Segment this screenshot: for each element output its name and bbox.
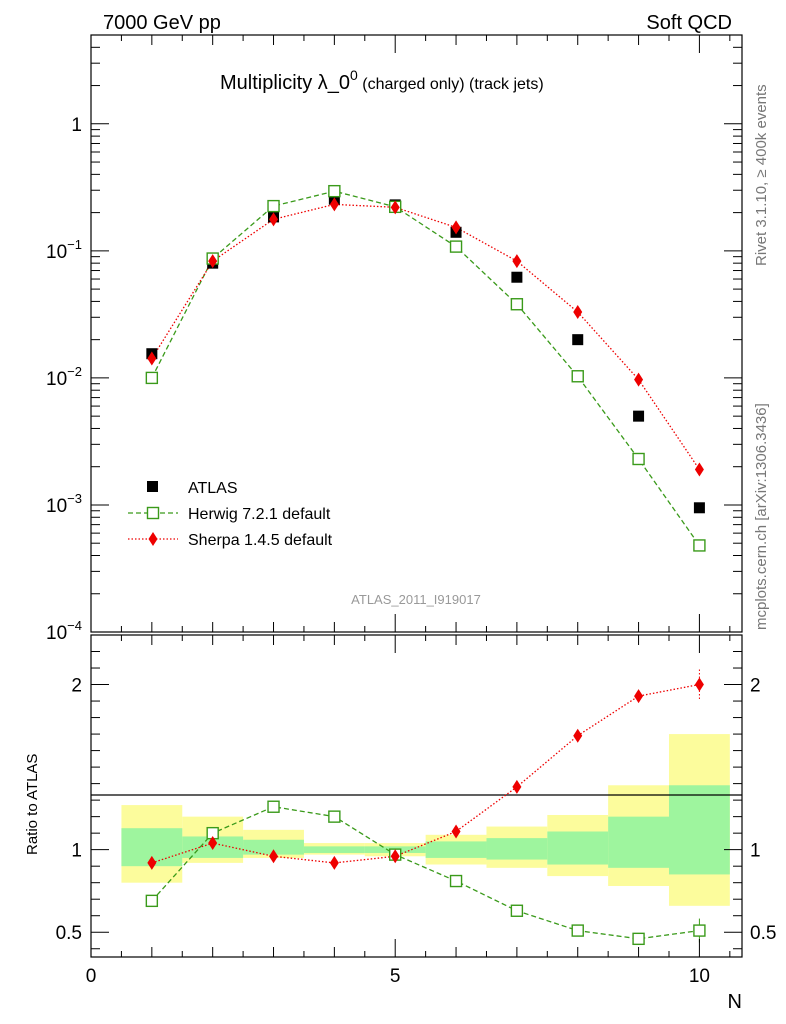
herwig-point	[449, 240, 463, 253]
band-inner	[303, 846, 365, 853]
atlas-point	[511, 271, 523, 283]
y-tick-label: 1	[71, 115, 82, 136]
plot-title-superscript: 0	[350, 67, 358, 83]
band-inner	[486, 838, 548, 860]
ratio-y-tick-label-right: 2	[750, 676, 761, 697]
rivet-version-label: Rivet 3.1.10, ≥ 400k events	[753, 84, 770, 266]
x-tick-label: 0	[86, 966, 97, 987]
herwig-ratio-point	[632, 932, 645, 946]
herwig-ratio-point	[449, 874, 463, 888]
herwig-ratio-point	[571, 924, 584, 937]
y-tick-label: 10−4	[46, 618, 82, 644]
sherpa-point	[573, 305, 583, 320]
legend: ATLAS Herwig 7.2.1 default Sherpa 1.4.5 …	[128, 480, 333, 549]
ratio-y-tick-label-right: 1	[750, 841, 761, 862]
ratio-y-tick-label-left: 2	[71, 676, 82, 697]
sherpa-ratio-line	[151, 683, 700, 864]
band-inner	[425, 841, 487, 858]
sherpa-ratio-point	[512, 779, 522, 794]
ratio-uncertainty-bands	[121, 734, 730, 906]
sherpa-point	[147, 351, 157, 366]
ratio-y-tick-label-left: 1	[71, 841, 82, 862]
herwig-ratio-point	[693, 924, 706, 937]
legend-label-sherpa: Sherpa 1.4.5 default	[188, 532, 333, 549]
sherpa-point	[694, 462, 704, 477]
source-label: mcplots.cern.ch [arXiv:1306.3436]	[753, 403, 770, 630]
herwig-point	[632, 452, 645, 466]
atlas-point	[693, 502, 705, 514]
herwig-point	[145, 371, 159, 385]
main-axis-ticks	[90, 34, 742, 633]
x-tick-labels: 0 5 10	[86, 966, 710, 987]
ratio-chart-marks	[145, 669, 706, 946]
x-tick-label: 10	[689, 966, 710, 987]
sherpa-ratio-point	[390, 849, 400, 864]
band-inner	[608, 816, 669, 868]
herwig-ratio-point	[328, 810, 341, 823]
analysis-watermark: ATLAS_2011_I919017	[351, 592, 481, 607]
ratio-axis-ticks	[90, 635, 742, 957]
sherpa-ratio-point	[634, 689, 644, 704]
atlas-point	[572, 334, 584, 346]
herwig-point	[267, 199, 280, 213]
ratio-frame	[90, 634, 743, 958]
herwig-ratio-point	[267, 800, 280, 813]
y-tick-label: 10−3	[46, 491, 82, 517]
sherpa-point	[512, 254, 522, 269]
x-axis-label: N	[728, 991, 742, 1013]
main-frame	[90, 34, 743, 633]
band-inner	[243, 839, 304, 855]
sherpa-point	[269, 212, 279, 227]
band-inner	[547, 831, 609, 865]
legend-label-herwig: Herwig 7.2.1 default	[188, 506, 331, 523]
main-chart-marks	[145, 184, 706, 552]
herwig-ratio-line	[151, 806, 700, 940]
ratio-panel: 0.5 0.5 1 1 2 2 Ratio to ATLAS	[24, 634, 777, 958]
herwig-point	[571, 370, 584, 383]
sherpa-line	[151, 203, 700, 470]
sherpa-ratio-point	[694, 677, 704, 692]
plot-title-suffix: (charged only) (track jets)	[358, 76, 544, 93]
sherpa-point	[329, 197, 339, 212]
herwig-ratio-point	[510, 904, 524, 917]
band-inner	[668, 785, 730, 875]
sherpa-ratio-point	[329, 855, 339, 870]
header-energy-label: 7000 GeV pp	[103, 12, 221, 34]
herwig-ratio-point	[145, 894, 159, 908]
legend-marker-sherpa	[148, 532, 158, 546]
herwig-point	[693, 539, 706, 552]
ratio-tick-labels: 0.5 0.5 1 1 2 2	[56, 676, 777, 945]
sherpa-ratio-point	[269, 849, 279, 864]
x-tick-label: 5	[390, 966, 401, 987]
main-panel: ATLAS_2011_I919017 10−4 10−3 10−2 10−1 1 ATL…	[46, 34, 743, 644]
plot-title: Multiplicity λ_00 (charged only) (track …	[220, 67, 544, 94]
ratio-y-tick-label-left: 0.5	[56, 923, 82, 944]
herwig-point	[328, 184, 341, 198]
atlas-point	[633, 410, 645, 422]
sherpa-ratio-point	[208, 836, 218, 851]
herwig-point	[510, 298, 524, 311]
sherpa-point	[390, 200, 400, 215]
header-category-label: Soft QCD	[646, 12, 732, 34]
y-tick-label: 10−2	[46, 364, 82, 390]
main-y-tick-labels: 10−4 10−3 10−2 10−1 1	[46, 115, 82, 644]
herwig-line	[151, 190, 700, 546]
sherpa-ratio-point	[451, 824, 461, 839]
sherpa-point	[634, 372, 644, 387]
y-tick-label: 10−1	[46, 237, 82, 263]
ratio-y-tick-label-right: 0.5	[750, 923, 776, 944]
legend-label-atlas: ATLAS	[188, 480, 238, 497]
sherpa-point	[208, 254, 218, 269]
sherpa-ratio-point	[573, 728, 583, 743]
legend-marker-atlas	[147, 481, 158, 492]
sherpa-ratio-point	[147, 855, 157, 870]
plot-title-main: Multiplicity λ_0	[220, 72, 350, 94]
sherpa-point	[451, 220, 461, 235]
ratio-y-axis-label: Ratio to ATLAS	[24, 754, 41, 855]
legend-marker-herwig	[146, 506, 160, 520]
